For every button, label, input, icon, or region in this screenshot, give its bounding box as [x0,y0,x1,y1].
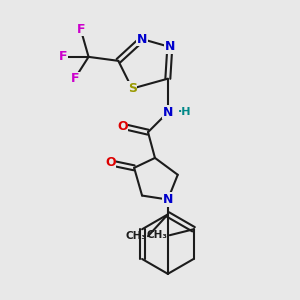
Text: F: F [70,72,79,85]
Text: N: N [137,32,147,46]
Text: O: O [117,120,128,133]
Text: CH₃: CH₃ [125,231,146,241]
Text: N: N [165,40,175,53]
Text: N: N [163,193,173,206]
Text: F: F [58,50,67,63]
Text: ·H: ·H [178,107,191,117]
Text: CH₃: CH₃ [147,230,168,240]
Text: F: F [76,22,85,36]
Text: N: N [163,106,173,119]
Text: O: O [105,156,116,170]
Text: S: S [128,82,137,95]
